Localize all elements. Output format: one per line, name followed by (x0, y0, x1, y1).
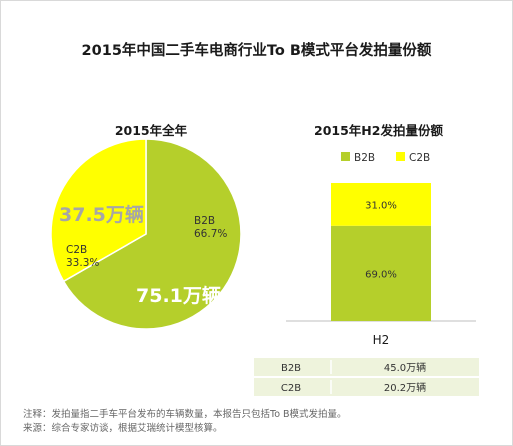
pie-label-b2b-percent: 66.7% (194, 228, 227, 240)
table-row-label: B2B (281, 363, 301, 374)
footnote: 注释：发拍量指二手车平台发布的车辆数量，本报告只包括To B模式发拍量。 (23, 409, 347, 420)
stacked-bar-chart: B2B C2B 69.0% 31.0% H2 B2B 45.0万辆 C2B 20.2万辆 (254, 152, 479, 396)
legend-label-b2b: B2B (354, 152, 375, 164)
bar-segment-c2b (331, 183, 431, 226)
source-note: 来源：综合专家访谈，根据艾瑞统计模型核算。 (23, 423, 223, 434)
pie-slice-b2b (62, 138, 242, 330)
pie-label-c2b-volume: 37.5万辆 (59, 203, 144, 226)
table-row-label: C2B (281, 383, 301, 394)
bar-chart-title: 2015年H2发拍量份额 (314, 123, 443, 138)
table-row-value: 45.0万辆 (384, 361, 426, 374)
table-row-b2b (254, 358, 479, 376)
pie-label-c2b-percent: 33.3% (66, 257, 99, 269)
legend-swatch-c2b (396, 152, 405, 161)
x-tick-label: H2 (373, 333, 390, 347)
bar-label-b2b: 69.0% (365, 269, 397, 280)
pie-label-c2b-name: C2B (66, 244, 87, 256)
legend-label-c2b: C2B (409, 152, 430, 164)
pie-title: 2015年全年 (114, 123, 188, 138)
table-row-c2b (254, 378, 479, 396)
main-title: 2015年中国二手车电商行业To B模式平台发拍量份额 (81, 43, 432, 59)
pie-label-b2b-name: B2B (194, 215, 215, 227)
legend-swatch-b2b (341, 152, 350, 161)
bar-label-c2b: 31.0% (365, 200, 397, 211)
table-row-value: 20.2万辆 (384, 381, 426, 394)
pie-label-b2b-volume: 75.1万辆 (136, 284, 221, 307)
pie-slice-c2b (50, 138, 147, 283)
bar-segment-b2b (331, 225, 431, 321)
